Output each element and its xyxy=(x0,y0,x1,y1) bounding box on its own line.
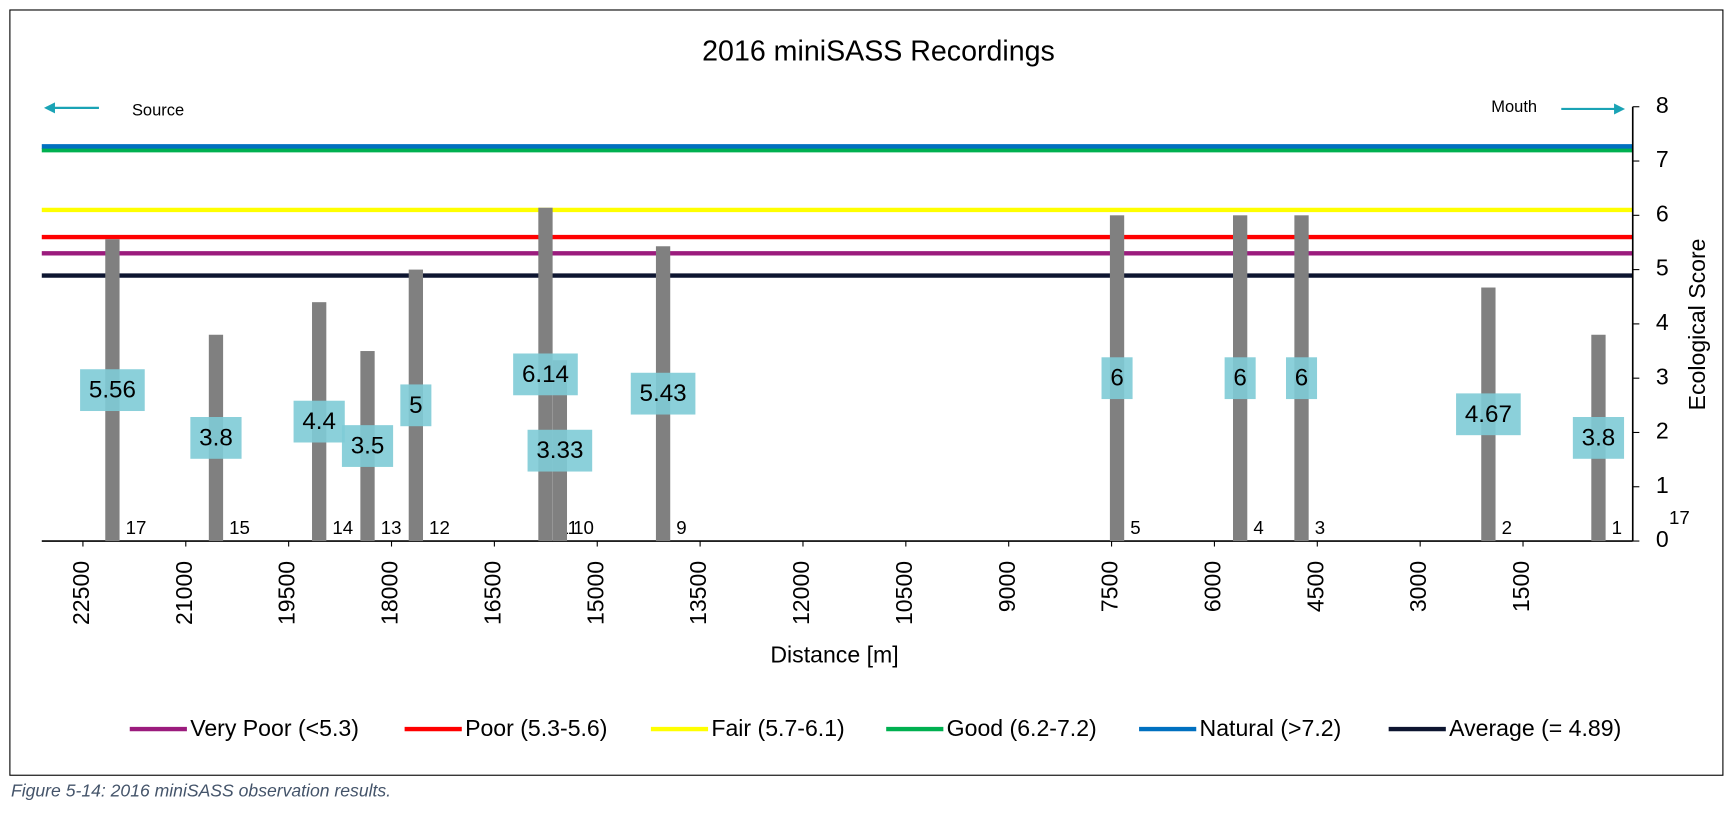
data-label-box xyxy=(1456,393,1521,436)
site-label: 12 xyxy=(429,517,450,538)
x-tick-label: 12000 xyxy=(788,561,814,625)
x-tick-label: 16500 xyxy=(479,561,505,625)
source-arrow-head xyxy=(43,102,55,114)
mouth-label: Mouth xyxy=(1491,98,1537,116)
y-tick-label: 1 xyxy=(1656,472,1669,498)
data-label-box xyxy=(190,417,242,459)
x-tick-label: 7500 xyxy=(1097,561,1123,612)
data-label-box xyxy=(341,425,394,467)
data-label-text: 6 xyxy=(1110,365,1123,392)
x-tick-label: 6000 xyxy=(1200,561,1226,612)
data-label-box xyxy=(293,400,345,443)
data-label-text: 6 xyxy=(1295,365,1308,392)
site-label: 9 xyxy=(676,517,686,538)
data-label-text: 6.14 xyxy=(522,361,569,388)
site-label: 5 xyxy=(1130,517,1140,538)
data-label-text: 3.8 xyxy=(1582,424,1616,451)
x-tick-label: 10500 xyxy=(891,561,917,625)
y-tick-label: 8 xyxy=(1656,92,1669,118)
data-label-text: 4.4 xyxy=(302,408,336,435)
legend-label: Poor (5.3-5.6) xyxy=(465,715,607,741)
site-label: 17 xyxy=(126,517,147,538)
data-label-box xyxy=(1285,357,1318,400)
data-label-box xyxy=(513,353,578,396)
data-label-text: 3.8 xyxy=(199,424,233,451)
data-label-text: 4.67 xyxy=(1465,401,1512,428)
x-tick-label: 4500 xyxy=(1302,561,1328,612)
y-tick-label: 4 xyxy=(1656,309,1669,335)
x-tick-label: 21000 xyxy=(171,561,197,625)
data-label-text: 6 xyxy=(1233,365,1246,392)
x-tick-label: 1500 xyxy=(1508,561,1534,612)
y-tick-label: 6 xyxy=(1656,200,1669,226)
site-label: 1 xyxy=(1612,517,1622,538)
mouth-arrow-head xyxy=(1614,103,1626,115)
legend-label: Very Poor (<5.3) xyxy=(190,715,359,741)
x-tick-label: 13500 xyxy=(685,561,711,625)
data-label-box xyxy=(80,369,145,412)
site-label: 3 xyxy=(1315,517,1325,538)
data-label-text: 3.5 xyxy=(351,433,385,460)
site-label: 2 xyxy=(1502,517,1512,538)
legend-label: Average (= 4.89) xyxy=(1449,715,1621,741)
y-tick-label: 0 xyxy=(1656,526,1669,552)
y-tick-label: 2 xyxy=(1656,418,1669,444)
site-label: 10 xyxy=(573,517,594,538)
extra-label: 17 xyxy=(1669,507,1690,528)
y-tick-label: 3 xyxy=(1656,363,1669,389)
x-tick-label: 15000 xyxy=(582,561,608,625)
site-label: 4 xyxy=(1253,517,1263,538)
source-label: Source xyxy=(132,101,184,119)
data-label-text: 3.33 xyxy=(536,437,583,464)
chart-frame xyxy=(9,9,1724,776)
legend-label: Natural (>7.2) xyxy=(1200,715,1342,741)
x-tick-label: 19500 xyxy=(274,561,300,625)
data-label-text: 5.56 xyxy=(89,377,136,404)
data-label-text: 5.43 xyxy=(640,380,687,407)
caption: Figure 5-14: 2016 miniSASS observation r… xyxy=(11,780,391,800)
x-tick-label: 3000 xyxy=(1405,561,1431,612)
data-label-box xyxy=(630,372,696,415)
x-axis-label: Distance [m] xyxy=(770,642,898,668)
site-label: 14 xyxy=(332,517,353,538)
data-label-box xyxy=(1101,357,1133,400)
y-axis-label: Ecological Score xyxy=(1684,238,1710,410)
data-label-box xyxy=(400,384,432,427)
legend-label: Good (6.2-7.2) xyxy=(947,715,1097,741)
data-label-box xyxy=(527,429,593,472)
y-tick-label: 7 xyxy=(1656,146,1669,172)
x-tick-label: 18000 xyxy=(377,561,403,625)
x-tick-label: 9000 xyxy=(994,561,1020,612)
data-label-box xyxy=(1572,417,1625,459)
site-label: 15 xyxy=(229,517,250,538)
y-tick-label: 5 xyxy=(1656,255,1669,281)
site-label: 13 xyxy=(381,517,402,538)
data-label-text: 5 xyxy=(409,392,422,419)
data-label-box xyxy=(1224,357,1256,400)
x-tick-label: 22500 xyxy=(68,561,94,625)
legend-label: Fair (5.7-6.1) xyxy=(711,715,844,741)
chart-title: 2016 miniSASS Recordings xyxy=(702,35,1055,67)
